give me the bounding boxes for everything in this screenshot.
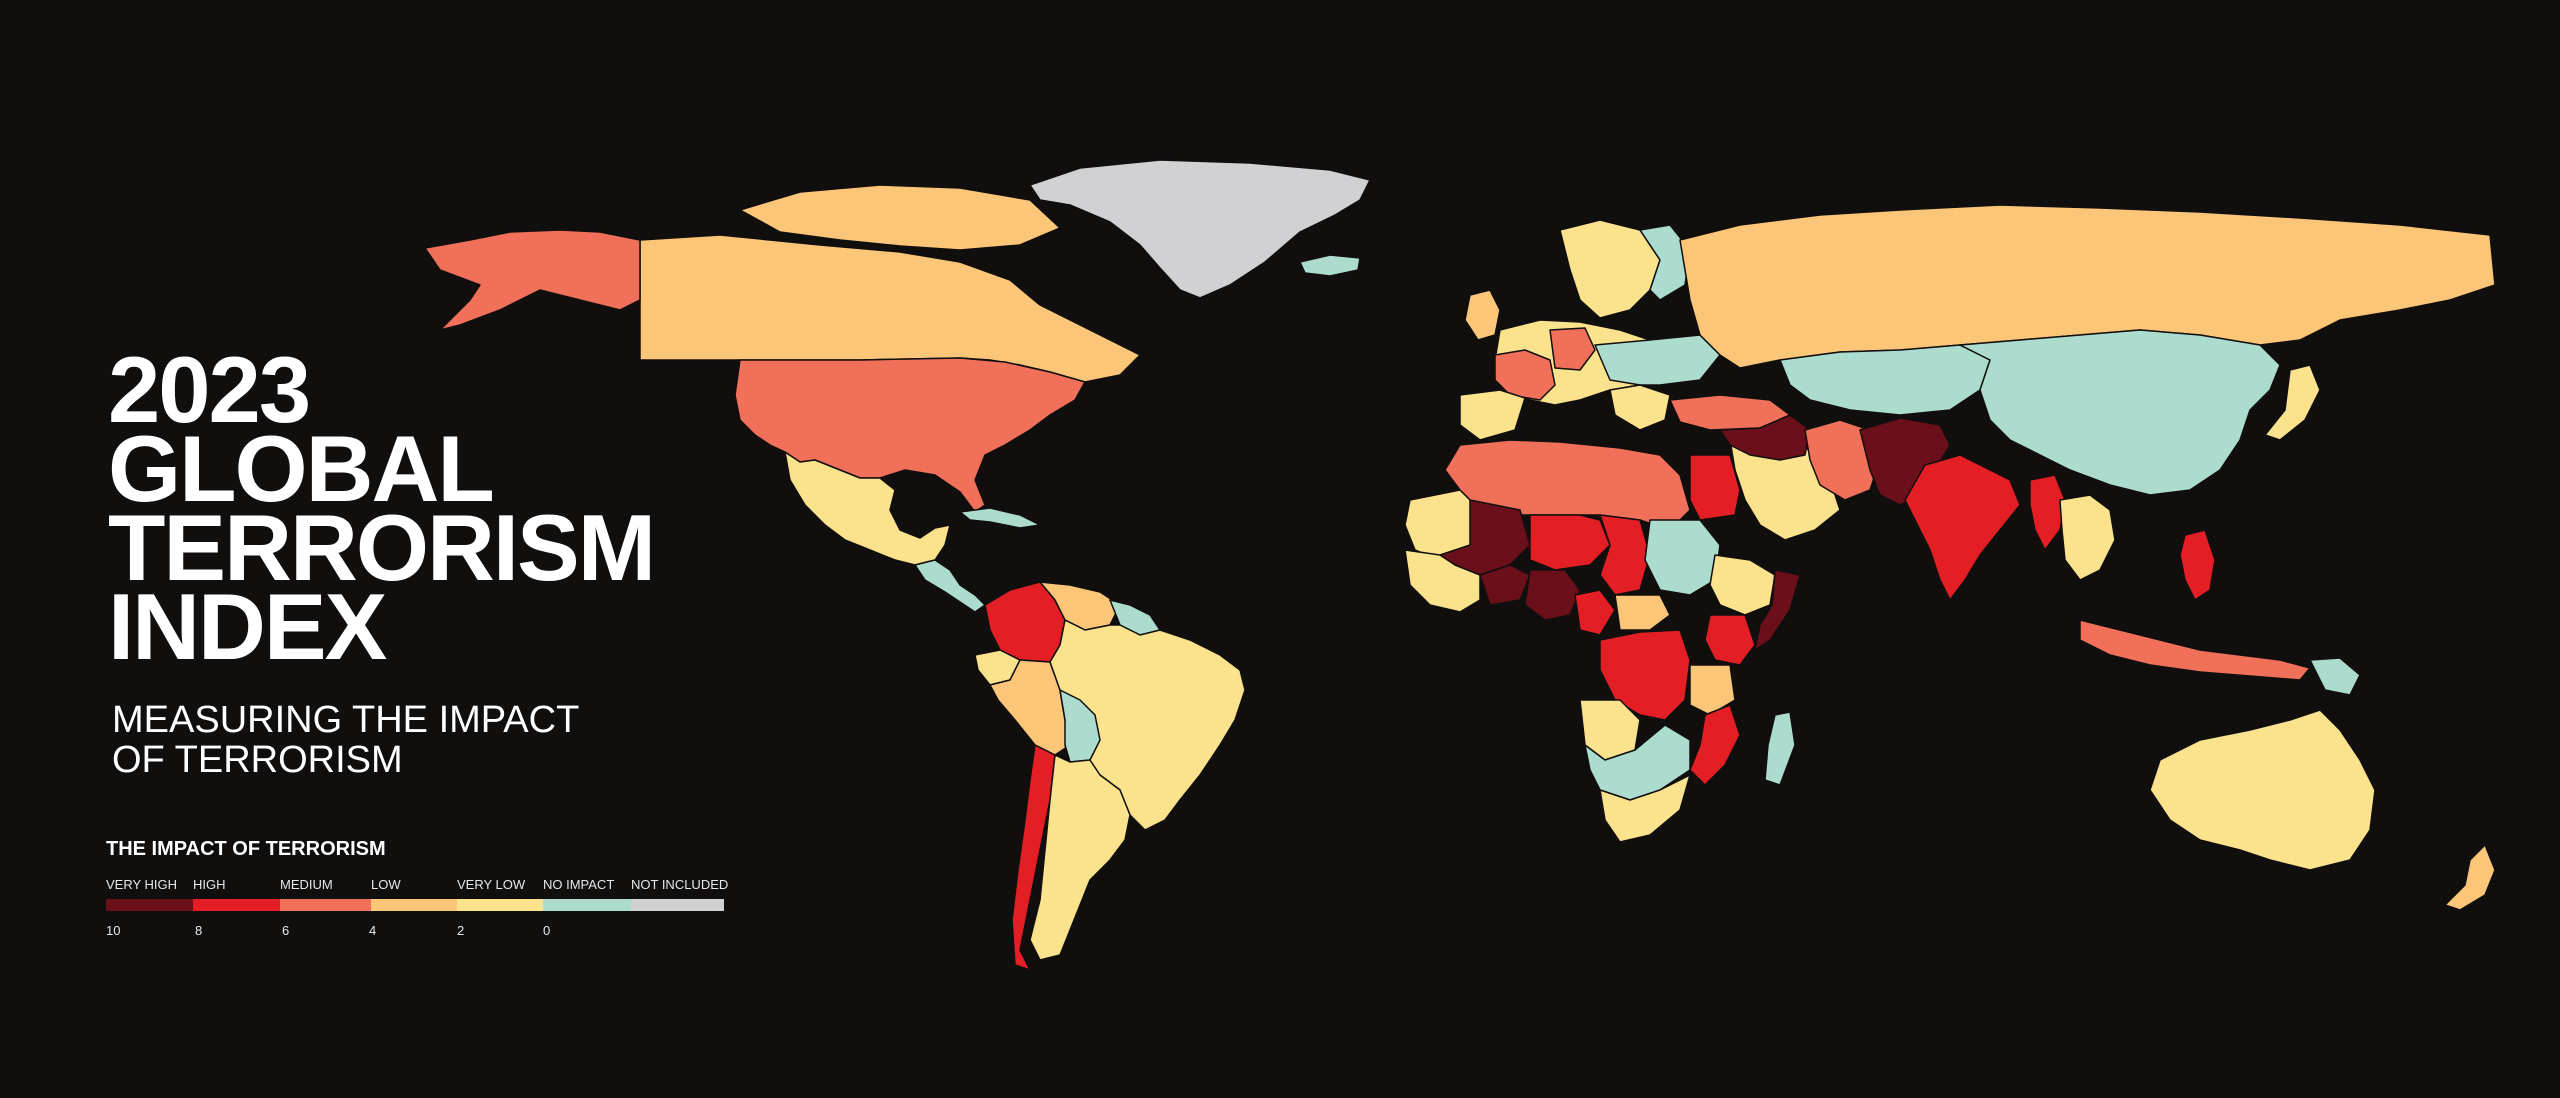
country-greenland [1029, 159, 1371, 299]
legend-tick-4: 4 [369, 923, 377, 938]
country-myanmar [2029, 474, 2066, 551]
country-somalia [1754, 569, 1801, 651]
title-line-index: INDEX [108, 574, 387, 679]
country-japan [2264, 364, 2321, 441]
legend-scale: VERY HIGH HIGH MEDIUM LOW VERY LOW NO IM… [106, 877, 729, 967]
subtitle-line-1: MEASURING THE IMPACT [112, 699, 580, 741]
country-south-africa [1599, 774, 1691, 843]
country-central-asia [1779, 344, 1991, 416]
country-iran [1804, 419, 1881, 501]
country-burkina-faso [1479, 564, 1531, 606]
legend-swatch-high [193, 899, 280, 911]
legend-swatch-low [371, 899, 457, 911]
country-new-zealand [2444, 844, 2496, 911]
country-france [1494, 349, 1556, 401]
country-eastern-europe [1594, 334, 1721, 386]
country-germany [1549, 327, 1596, 371]
country-india [1904, 454, 2021, 601]
country-china [1959, 329, 2281, 496]
legend-swatch-no-impact [543, 899, 631, 911]
title-line-year: 2023 [108, 337, 311, 442]
country-sudan [1644, 519, 1721, 596]
legend: THE IMPACT OF TERRORISM VERY HIGH HIGH M… [106, 838, 729, 967]
legend-swatch-medium [280, 899, 371, 911]
country-scandinavia [1559, 219, 1661, 319]
legend-title: THE IMPACT OF TERRORISM [106, 838, 386, 860]
country-usa [734, 357, 1086, 513]
country-car [1614, 594, 1671, 631]
country-uk [1464, 289, 1501, 341]
title-line-global: GLOBAL [108, 416, 495, 521]
country-mozambique [1689, 704, 1741, 786]
legend-label-low: LOW [371, 877, 401, 892]
country-chad [1599, 514, 1651, 596]
legend-label-no-impact: NO IMPACT [543, 877, 615, 892]
country-canada-islands [739, 184, 1061, 251]
country-cameroon [1574, 589, 1616, 636]
legend-swatch-very-low [457, 899, 543, 911]
country-niger [1529, 514, 1611, 571]
country-alaska [424, 229, 641, 331]
legend-label-very-low: VERY LOW [457, 877, 526, 892]
title: 2023 GLOBAL TERRORISM INDEX [108, 337, 656, 679]
country-russia [1679, 204, 2496, 369]
legend-label-medium: MEDIUM [280, 877, 333, 892]
title-line-terrorism: TERRORISM [108, 495, 656, 600]
legend-label-not-included: NOT INCLUDED [631, 877, 729, 892]
country-madagascar [1764, 711, 1796, 786]
country-australia [2149, 709, 2376, 871]
legend-tick-10: 10 [106, 923, 121, 938]
country-finland [1639, 224, 1691, 301]
country-mexico [784, 451, 951, 566]
country-egypt [1689, 454, 1741, 521]
country-syria-iraq [1719, 414, 1811, 461]
country-kenya [1704, 614, 1756, 666]
country-argentina [1029, 754, 1131, 961]
country-southeast-asia [2059, 494, 2116, 581]
legend-label-very-high: VERY HIGH [106, 877, 178, 892]
legend-tick-6: 6 [282, 923, 290, 938]
country-nigeria [1524, 569, 1581, 621]
country-balkans [1609, 384, 1671, 431]
legend-tick-8: 8 [195, 923, 203, 938]
country-indonesia [2079, 619, 2311, 681]
country-iberia [1459, 389, 1526, 441]
country-southern-africa [1584, 724, 1691, 801]
legend-tick-0: 0 [543, 923, 551, 938]
country-png [2309, 657, 2361, 696]
legend-swatch-not-included [631, 899, 724, 911]
subtitle-line-2: OF TERRORISM [112, 739, 403, 781]
country-iceland [1299, 254, 1361, 277]
legend-tick-2: 2 [457, 923, 465, 938]
subtitle: MEASURING THE IMPACT OF TERRORISM [112, 700, 579, 780]
legend-label-high: HIGH [193, 877, 226, 892]
country-philippines [2179, 529, 2216, 601]
country-central-america [914, 559, 986, 613]
legend-swatch-very-high [106, 899, 193, 911]
country-cuba [959, 507, 1041, 529]
country-ethiopia [1709, 554, 1776, 616]
country-west-africa [1404, 549, 1481, 613]
country-drc [1599, 629, 1691, 721]
